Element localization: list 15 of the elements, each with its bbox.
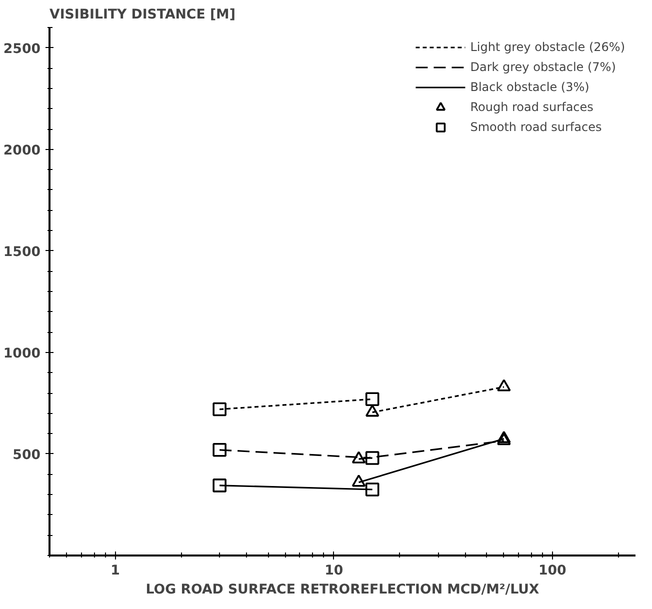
y-tick-label: 1000 — [3, 346, 41, 362]
legend-label: Rough road surfaces — [470, 100, 594, 114]
legend-label: Smooth road surfaces — [470, 120, 602, 134]
y-axis-title: VISIBILITY DISTANCE [M] — [50, 8, 236, 22]
y-tick-label: 2000 — [3, 143, 41, 158]
legend-label: Light grey obstacle (26%) — [470, 40, 625, 54]
y-tick-label: 500 — [12, 448, 41, 463]
y-tick-label: 2500 — [3, 42, 41, 57]
x-tick-label: 100 — [538, 564, 566, 578]
legend-label: Black obstacle (3%) — [470, 80, 590, 94]
x-tick-label: 10 — [324, 564, 344, 578]
legend-label: Dark grey obstacle (7%) — [470, 60, 616, 74]
x-tick-label: 1 — [110, 564, 120, 578]
y-tick-label: 1500 — [3, 244, 41, 260]
x-axis-title: LOG ROAD SURFACE RETROREFLECTION MCD/M²/LUX — [146, 582, 540, 598]
